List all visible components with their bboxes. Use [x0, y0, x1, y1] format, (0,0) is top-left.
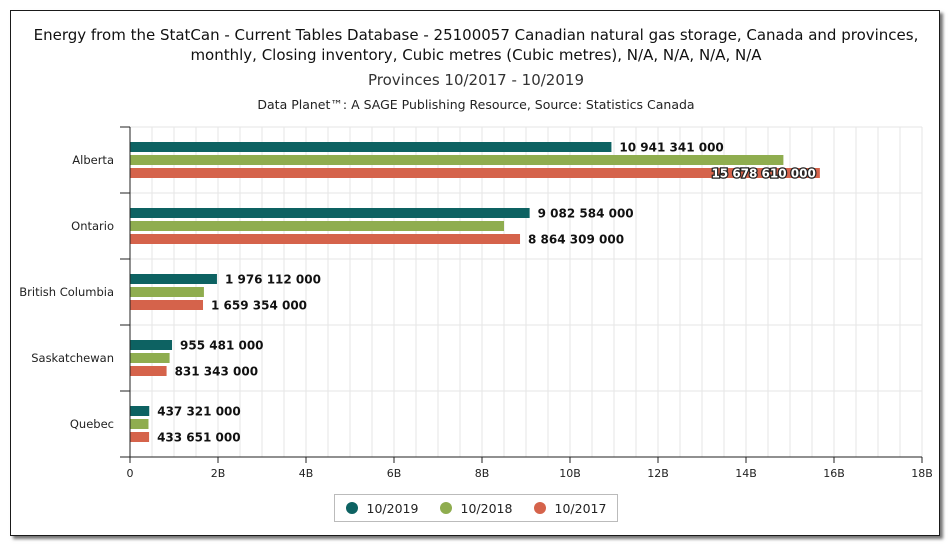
legend-swatch-2019 — [345, 502, 358, 514]
bar-alberta-10-2019 — [130, 142, 612, 152]
data-label-quebec-10-2017: 433 651 000 — [157, 431, 241, 445]
legend-item-2019[interactable]: 10/2019 — [345, 500, 419, 516]
x-tick-label-18b: 18B — [911, 467, 933, 480]
chart-source: Data Planet™: A SAGE Publishing Resource… — [257, 97, 695, 112]
bars — [130, 142, 820, 442]
data-label-british-columbia-10-2017: 1 659 354 000 — [211, 299, 307, 313]
bar-saskatchewan-10-2017 — [130, 366, 167, 376]
legend-label-2019: 10/2019 — [366, 500, 419, 516]
x-tick-label-12b: 12B — [647, 467, 669, 480]
x-tick-label-10b: 10B — [559, 467, 581, 480]
bar-alberta-10-2017 — [130, 168, 820, 178]
bar-ontario-10-2019 — [130, 208, 530, 218]
bar-british-columbia-10-2017 — [130, 300, 204, 310]
legend-item-2018[interactable]: 10/2018 — [439, 500, 513, 516]
bar-alberta-10-2018 — [130, 155, 784, 165]
axes: Alberta Ontario British Columbia Saskatchew… — [19, 126, 933, 480]
bar-ontario-10-2018 — [130, 221, 504, 231]
category-label-ontario: Ontario — [71, 219, 114, 233]
category-label-british-columbia: British Columbia — [19, 285, 114, 299]
legend: 10/2019 10/2018 10/2017 — [334, 494, 618, 522]
bar-british-columbia-10-2019 — [130, 274, 217, 284]
data-label-alberta-10-2017: 15 678 610 000 — [711, 167, 815, 181]
chart-frame — [10, 10, 940, 536]
category-label-saskatchewan: Saskatchewan — [31, 351, 114, 365]
category-label-alberta: Alberta — [72, 153, 114, 167]
bar-ontario-10-2017 — [130, 234, 521, 244]
legend-swatch-2018 — [439, 502, 452, 514]
chart-title-line-2: monthly, Closing inventory, Cubic metres… — [190, 46, 762, 64]
bar-quebec-10-2017 — [130, 432, 150, 442]
chart-title: Energy from the StatCan - Current Tables… — [0, 25, 952, 65]
x-tick-label-8b: 8B — [475, 467, 490, 480]
legend-swatch-2017 — [533, 502, 546, 514]
bar-quebec-10-2018 — [130, 419, 149, 429]
data-label-alberta-10-2019: 10 941 341 000 — [619, 141, 723, 155]
legend-item-2017[interactable]: 10/2017 — [533, 500, 607, 516]
x-tick-label-4b: 4B — [299, 467, 314, 480]
category-label-quebec: Quebec — [70, 417, 114, 431]
x-tick-label-14b: 14B — [735, 467, 757, 480]
chart-title-line-1: Energy from the StatCan - Current Tables… — [33, 26, 919, 44]
data-label-british-columbia-10-2019: 1 976 112 000 — [225, 273, 321, 287]
x-tick-label-6b: 6B — [387, 467, 402, 480]
x-tick-label-16b: 16B — [823, 467, 845, 480]
chart-subtitle: Provinces 10/2017 - 10/2019 — [368, 71, 584, 89]
legend-label-2018: 10/2018 — [460, 500, 513, 516]
data-label-saskatchewan-10-2017: 831 343 000 — [175, 365, 259, 379]
legend-label-2017: 10/2017 — [554, 500, 607, 516]
data-label-saskatchewan-10-2019: 955 481 000 — [180, 339, 264, 353]
x-tick-label-2b: 2B — [211, 467, 226, 480]
bar-british-columbia-10-2018 — [130, 287, 204, 297]
data-label-quebec-10-2019: 437 321 000 — [157, 405, 241, 419]
bar-saskatchewan-10-2019 — [130, 340, 173, 350]
bar-quebec-10-2019 — [130, 406, 150, 416]
data-labels: 10 941 341 000 15 678 610 000 9 082 584 00… — [157, 141, 817, 445]
data-label-ontario-10-2017: 8 864 309 000 — [528, 233, 624, 247]
bar-saskatchewan-10-2018 — [130, 353, 170, 363]
x-tick-label-0: 0 — [127, 467, 134, 480]
data-label-ontario-10-2019: 9 082 584 000 — [538, 207, 634, 221]
